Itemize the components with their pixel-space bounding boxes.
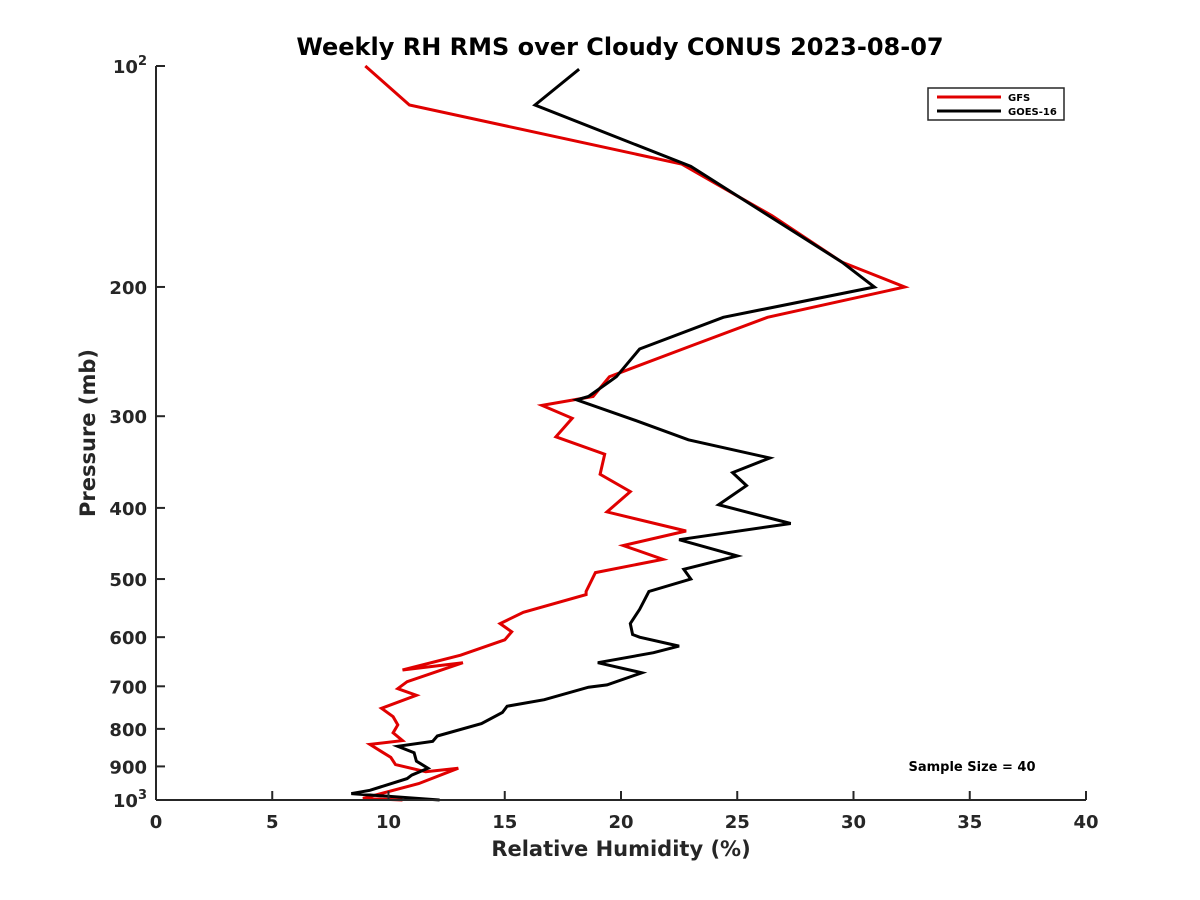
series-line-gfs [362, 64, 910, 802]
x-tick-label: 0 [150, 812, 163, 833]
legend: GFS GOES-16 [927, 87, 1065, 121]
chart-title: Weekly RH RMS over Cloudy CONUS 2023-08-… [296, 33, 943, 61]
y-tick-label: 900 [109, 757, 147, 778]
x-ticks: 0 5 10 15 20 25 30 35 40 [150, 791, 1099, 833]
x-tick-label: 10 [376, 812, 401, 833]
legend-label-goes16: GOES-16 [1008, 107, 1057, 118]
series-line-goes16 [351, 68, 878, 802]
y-tick-label: 102 [113, 54, 147, 78]
y-tick-label: 600 [109, 628, 147, 649]
sample-size-annotation: Sample Size = 40 [908, 760, 1035, 775]
y-tick-label: 400 [109, 499, 147, 520]
x-tick-label: 25 [725, 812, 750, 833]
x-tick-label: 5 [266, 812, 279, 833]
x-tick-label: 15 [492, 812, 517, 833]
x-tick-label: 20 [608, 812, 633, 833]
x-tick-label: 40 [1073, 812, 1098, 833]
y-ticks: 102 200 300 400 500 600 700 800 900 103 [109, 54, 165, 812]
y-tick-label: 300 [109, 407, 147, 428]
y-tick-label: 200 [109, 278, 147, 299]
y-tick-label: 800 [109, 720, 147, 741]
y-axis-label: Pressure (mb) [76, 349, 100, 517]
y-tick-label: 700 [109, 677, 147, 698]
legend-box [927, 87, 1065, 121]
x-tick-label: 30 [841, 812, 866, 833]
y-tick-label: 500 [109, 570, 147, 591]
series-layer [351, 64, 910, 802]
legend-label-gfs: GFS [1008, 93, 1030, 104]
x-tick-label: 35 [957, 812, 982, 833]
y-tick-label: 103 [113, 788, 147, 812]
x-axis-label: Relative Humidity (%) [491, 837, 750, 861]
